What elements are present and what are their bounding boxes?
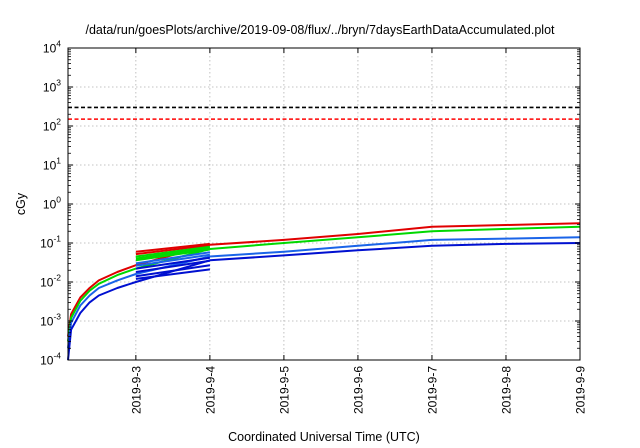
series-line xyxy=(135,264,211,278)
y-tick-label: 10-2 xyxy=(40,273,61,290)
x-axis-label: Coordinated Universal Time (UTC) xyxy=(228,430,420,444)
y-tick-label: 10-3 xyxy=(40,312,61,329)
series-line xyxy=(135,253,211,267)
series-line xyxy=(67,242,581,361)
y-tick-label: 10-1 xyxy=(40,234,61,251)
x-tick-label: 2019-9-8 xyxy=(499,366,513,414)
series-line xyxy=(135,268,211,280)
series-line xyxy=(135,246,211,260)
series-line xyxy=(135,244,211,256)
y-tick-label: 102 xyxy=(43,117,61,134)
x-tick-label: 2019-9-9 xyxy=(574,366,588,414)
tick-marks xyxy=(68,47,581,361)
x-tick-label: 2019-9-7 xyxy=(425,366,439,414)
reference-lines xyxy=(68,106,580,120)
y-tick-label: 101 xyxy=(43,156,61,173)
y-tick-labels: 10-4 10-3 10-2 10-1 100 101 102 103 104 xyxy=(40,39,61,368)
y-tick-label: 103 xyxy=(43,78,61,95)
series-line xyxy=(135,256,211,270)
y-tick-label: 10-4 xyxy=(40,351,61,368)
series-line xyxy=(67,236,581,349)
x-tick-label: 2019-9-3 xyxy=(129,366,143,414)
series-group xyxy=(67,222,581,361)
series-line xyxy=(135,248,211,262)
series-line xyxy=(135,259,211,273)
x-tick-label: 2019-9-5 xyxy=(277,366,291,414)
grid xyxy=(68,48,580,360)
x-tick-labels: 2019-9-3 2019-9-4 2019-9-5 2019-9-6 2019-9-7… xyxy=(129,366,587,414)
y-tick-label: 100 xyxy=(43,195,61,212)
chart-title: /data/run/goesPlots/archive/2019-09-08/f… xyxy=(85,23,555,37)
y-tick-label: 104 xyxy=(43,39,61,56)
series-line xyxy=(135,251,211,265)
y-axis-label: cGy xyxy=(14,192,28,215)
series-line xyxy=(135,245,211,258)
x-tick-label: 2019-9-4 xyxy=(203,366,217,414)
x-tick-label: 2019-9-6 xyxy=(351,366,365,414)
series-line xyxy=(135,242,211,253)
